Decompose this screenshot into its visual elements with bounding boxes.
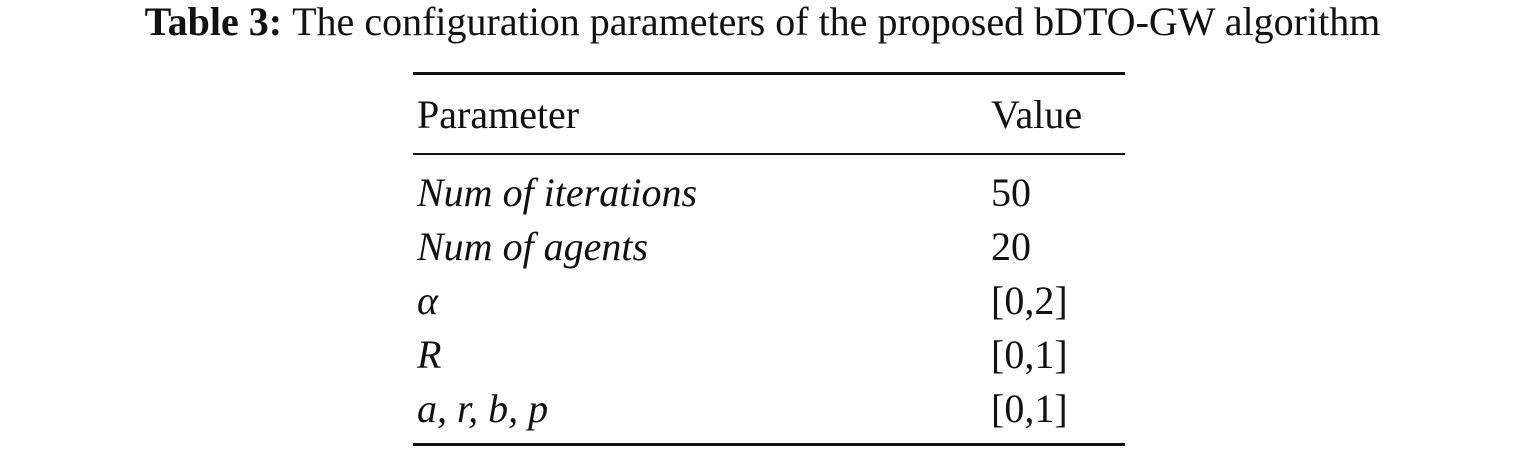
value-cell: 50 — [991, 169, 1031, 215]
value-cell: 20 — [991, 223, 1031, 269]
caption-text: The configuration parameters of the prop… — [292, 0, 1381, 44]
header-parameter: Parameter — [417, 91, 580, 137]
table-row: α [0,2] — [413, 273, 1125, 327]
param-cell: a, r, b, p — [417, 385, 549, 431]
value-cell: [0,1] — [991, 331, 1068, 377]
value-cell: [0,2] — [991, 277, 1068, 323]
param-cell: R — [417, 331, 442, 377]
header-value: Value — [991, 91, 1083, 137]
table-row: R [0,1] — [413, 327, 1125, 381]
config-table: Parameter Value Num of iterations 50 Num … — [413, 72, 1125, 446]
table-row: a, r, b, p [0,1] — [413, 381, 1125, 445]
param-cell: Num of iterations — [417, 169, 698, 215]
table-row: Num of agents 20 — [413, 219, 1125, 273]
param-cell: Num of agents — [417, 223, 649, 269]
header-row: Parameter Value — [413, 73, 1125, 154]
value-cell: [0,1] — [991, 385, 1068, 431]
param-cell: α — [417, 277, 438, 323]
caption-label: Table 3: — [144, 0, 283, 44]
table-row: Num of iterations 50 — [413, 154, 1125, 219]
table-caption: Table 3: The configuration parameters of … — [0, 0, 1525, 45]
